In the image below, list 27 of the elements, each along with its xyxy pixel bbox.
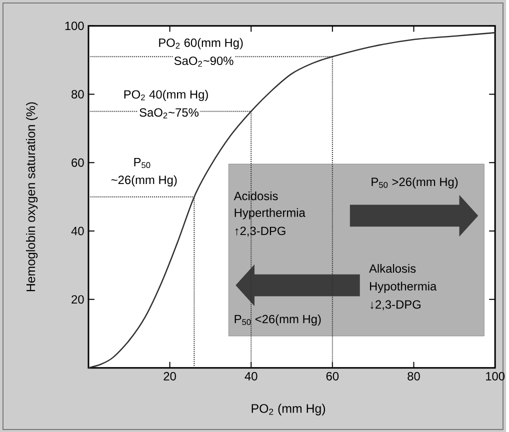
annotation: SaO$_{2}$~75% [140, 108, 199, 118]
annotation: P$_{50}$ [134, 158, 150, 168]
annotation: SaO$_{2}$~90% [174, 56, 234, 66]
x-tick-label: 20 [164, 372, 176, 380]
y-tick-label: 20 [72, 294, 84, 304]
y-tick-label: 60 [72, 158, 84, 167]
y-tick-label: 40 [71, 226, 84, 236]
annotation: P$_{50}$ <26(mm Hg) [234, 314, 321, 326]
x-tick-label: 100 [486, 372, 505, 380]
line-series [88, 32, 496, 368]
annotation: Acidosis [234, 191, 278, 200]
x-tick-label: 60 [326, 372, 339, 380]
annotation: Hyperthermia [234, 208, 306, 220]
y-tick-label: 100 [65, 21, 84, 30]
annotation: Hypothermia [370, 282, 437, 293]
y-axis-title: Hemoglobin oxygen saturation (%) [26, 102, 38, 291]
annotation: PO$_{2}$ 40(mm Hg) [124, 90, 208, 101]
y-tick-label: 80 [72, 90, 84, 98]
annotation: ↓2,3-DPG [370, 300, 420, 310]
x-tick-label: 40 [244, 372, 258, 380]
x-tick-label: 80 [408, 372, 420, 380]
annotation: ↑2,3-DPG [235, 226, 286, 236]
x-axis-title: PO$_{2}$ (mm Hg) [252, 404, 326, 416]
annotation: ~26(mm Hg) [111, 175, 177, 186]
annotation: P$_{50}$ >26(mm Hg) [372, 177, 458, 188]
annotation: PO$_{2}$ 60(mm Hg) [159, 38, 243, 50]
annotation: Alkalosis [369, 264, 416, 273]
